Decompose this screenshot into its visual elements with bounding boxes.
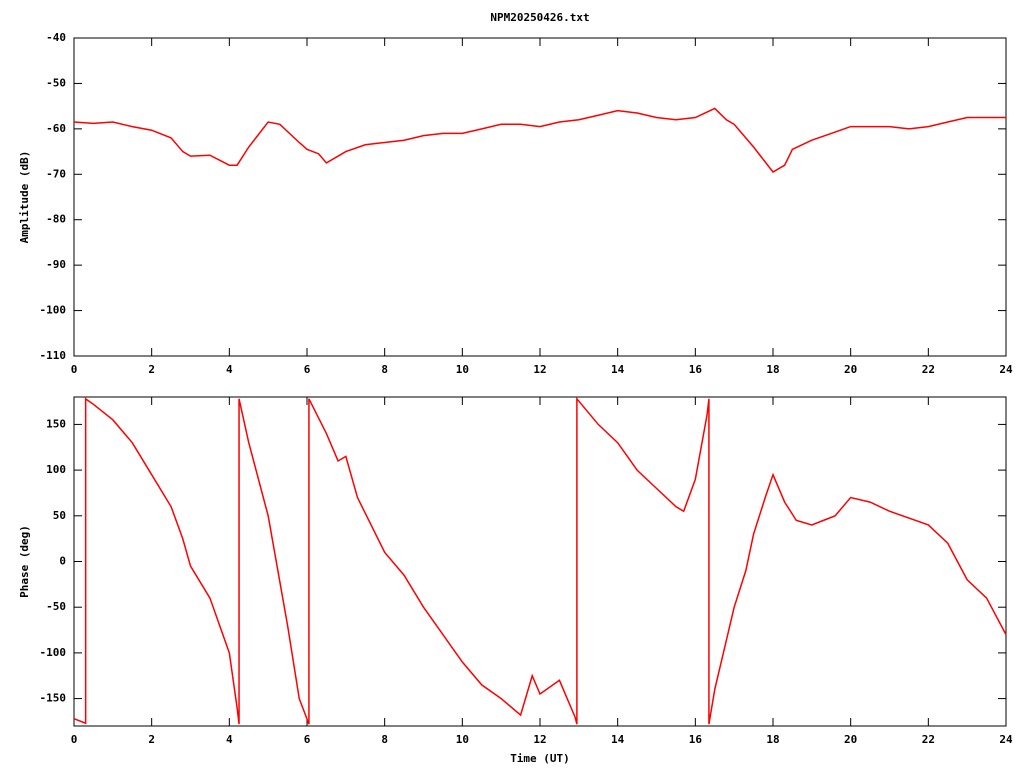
x-tick-label: 20 (844, 733, 857, 746)
x-tick-label: 16 (689, 733, 703, 746)
y-tick-label: 50 (53, 509, 66, 522)
x-tick-label: 10 (456, 733, 469, 746)
x-tick-label: 24 (999, 363, 1013, 376)
y-tick-label: -70 (46, 167, 66, 180)
x-tick-label: 8 (381, 733, 388, 746)
y-axis-label: Amplitude (dB) (18, 151, 31, 244)
x-tick-label: 22 (922, 733, 935, 746)
x-tick-label: 2 (148, 733, 155, 746)
y-tick-label: 100 (46, 463, 66, 476)
y-tick-label: -80 (46, 213, 66, 226)
x-tick-label: 12 (533, 363, 546, 376)
x-axis-label: Time (UT) (510, 752, 570, 765)
data-line (73, 107, 1006, 173)
x-tick-label: 14 (611, 733, 625, 746)
y-tick-label: -90 (46, 258, 66, 271)
x-tick-label: 22 (922, 363, 935, 376)
x-tick-label: 0 (71, 733, 78, 746)
x-tick-label: 14 (611, 363, 625, 376)
y-tick-label: 150 (46, 417, 66, 430)
y-tick-label: -50 (46, 600, 66, 613)
x-tick-label: 6 (304, 363, 311, 376)
plot-border (73, 396, 1007, 727)
x-tick-label: 2 (148, 363, 155, 376)
y-tick-label: -50 (46, 76, 66, 89)
y-tick-label: -40 (46, 31, 66, 44)
y-axis-label: Phase (deg) (18, 525, 31, 598)
chart-title: NPM20250426.txt (490, 11, 589, 24)
y-tick-label: -60 (46, 122, 66, 135)
x-tick-label: 20 (844, 363, 857, 376)
x-tick-label: 10 (456, 363, 469, 376)
x-tick-label: 6 (304, 733, 311, 746)
x-tick-label: 0 (71, 363, 78, 376)
y-tick-label: -110 (40, 349, 67, 362)
plot-border (73, 37, 1007, 357)
y-tick-label: -150 (40, 692, 67, 705)
x-tick-label: 24 (999, 733, 1013, 746)
x-tick-label: 4 (226, 363, 233, 376)
x-tick-label: 18 (766, 733, 779, 746)
y-tick-label: -100 (40, 646, 67, 659)
y-tick-label: 0 (59, 555, 66, 568)
x-tick-label: 18 (766, 363, 779, 376)
data-line (73, 396, 1007, 725)
x-tick-label: 4 (226, 733, 233, 746)
x-tick-label: 16 (689, 363, 703, 376)
x-tick-label: 8 (381, 363, 388, 376)
x-tick-label: 12 (533, 733, 546, 746)
y-tick-label: -100 (40, 304, 67, 317)
